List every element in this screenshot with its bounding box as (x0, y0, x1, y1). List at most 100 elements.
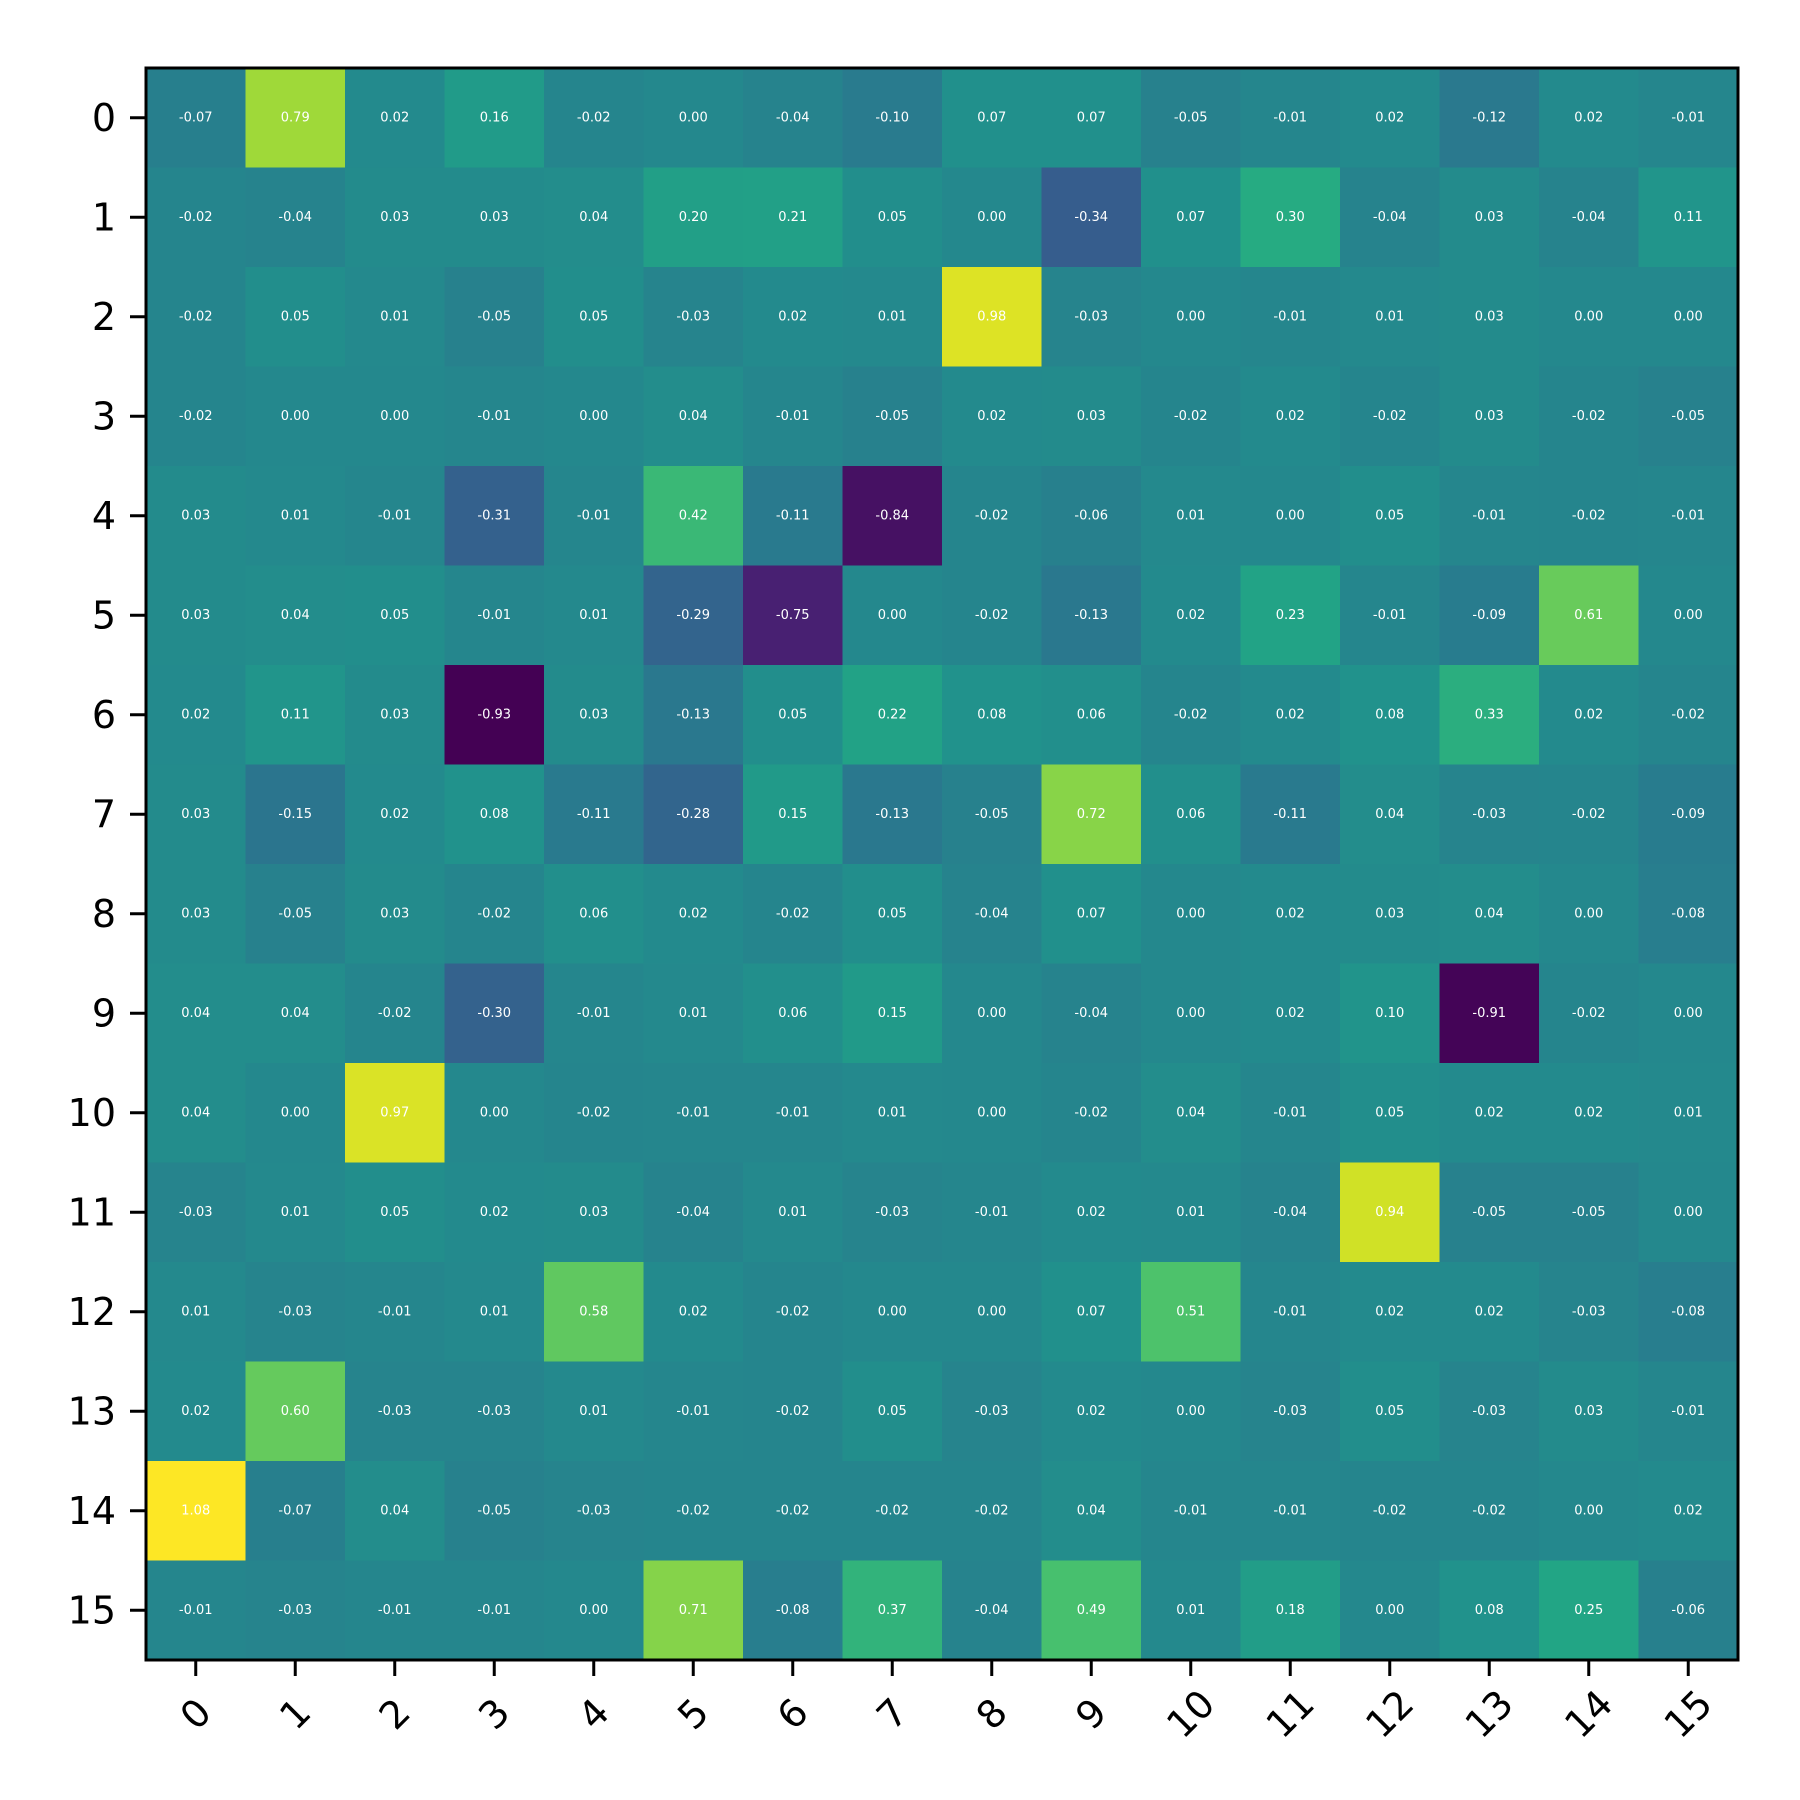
heatmap-cell (1539, 1063, 1640, 1164)
heatmap-cell (643, 1560, 744, 1661)
heatmap-cell (842, 963, 943, 1064)
x-tick-label: 1 (271, 1690, 319, 1738)
y-tick-label: 14 (68, 1489, 116, 1533)
cell-value-label: 0.01 (181, 1304, 210, 1319)
y-tick-label: 7 (92, 792, 116, 836)
heatmap-cell (345, 963, 446, 1064)
cell-value-label: 0.00 (281, 1105, 310, 1120)
cell-value-label: 0.03 (380, 906, 409, 921)
heatmap-cell (1141, 68, 1242, 169)
cell-value-label: 0.08 (1475, 1603, 1504, 1618)
heatmap-cell (1638, 1162, 1739, 1263)
cell-value-label: -0.01 (378, 508, 412, 523)
heatmap-cell (444, 864, 545, 965)
y-tick-label: 9 (92, 991, 116, 1035)
x-tick-label: 10 (1158, 1681, 1223, 1746)
cell-value-label: -0.02 (975, 608, 1009, 623)
heatmap-cell (544, 764, 645, 865)
cell-value-label: 0.05 (878, 906, 907, 921)
cell-value-label: -0.02 (378, 1006, 412, 1021)
cell-value-label: 0.04 (1176, 1105, 1205, 1120)
y-tick-label: 3 (92, 394, 116, 438)
heatmap-cell (942, 864, 1043, 965)
cell-value-label: 0.03 (1475, 409, 1504, 424)
cell-value-label: 0.02 (1674, 1503, 1703, 1518)
heatmap-cell (942, 68, 1043, 169)
cell-value-label: 0.04 (679, 409, 708, 424)
heatmap-cell (1638, 864, 1739, 965)
x-tick-label: 14 (1556, 1681, 1621, 1746)
cell-value-label: -0.02 (1373, 409, 1407, 424)
x-tick-label: 8 (968, 1690, 1016, 1738)
cell-value-label: 0.33 (1475, 707, 1504, 722)
cell-value-label: -0.02 (776, 906, 810, 921)
y-tick-label: 15 (68, 1588, 116, 1632)
cell-value-label: -0.07 (278, 1503, 312, 1518)
cell-value-label: -0.01 (1671, 110, 1705, 125)
heatmap-cell (444, 1560, 545, 1661)
heatmap-cell (245, 1262, 346, 1363)
cell-value-label: 0.02 (181, 1404, 210, 1419)
heatmap-cell (1638, 1063, 1739, 1164)
heatmap-cell (1240, 68, 1341, 169)
heatmap-cell (1041, 963, 1142, 1064)
heatmap-cell (146, 366, 247, 467)
cell-value-label: 0.00 (579, 409, 608, 424)
plot-frame (144, 66, 1740, 1662)
cell-value-label: -0.01 (1472, 508, 1506, 523)
cell-value-label: 0.03 (181, 508, 210, 523)
cell-value-label: 0.02 (1574, 110, 1603, 125)
heatmap-cell (1439, 1262, 1540, 1363)
heatmap-cell (743, 1461, 844, 1562)
cell-value-label: -0.02 (1174, 409, 1208, 424)
x-tick-label: 2 (371, 1690, 419, 1738)
cell-value-label: -0.13 (875, 807, 909, 822)
heatmap-cell (146, 1063, 247, 1164)
heatmap-cell (743, 764, 844, 865)
cell-value-label: 0.06 (1077, 707, 1106, 722)
heatmap-cell (743, 68, 844, 169)
cell-value-label: 0.18 (1276, 1603, 1305, 1618)
cell-value-label: 0.03 (181, 906, 210, 921)
cell-value-label: -0.03 (1572, 1304, 1606, 1319)
cell-value-label: 0.00 (1574, 906, 1603, 921)
cell-value-label: 0.58 (579, 1304, 608, 1319)
heatmap-cell (544, 267, 645, 368)
cell-value-label: -0.31 (477, 508, 511, 523)
cell-value-label: 0.03 (480, 210, 509, 225)
cell-value-label: -0.02 (1572, 1006, 1606, 1021)
cell-value-label: 0.07 (1176, 210, 1205, 225)
heatmap-cell (245, 1560, 346, 1661)
cell-value-label: -0.13 (676, 707, 710, 722)
heatmap-cell (345, 1461, 446, 1562)
cell-value-label: 0.51 (1176, 1304, 1205, 1319)
heatmap-cell (1539, 764, 1640, 865)
heatmap-cell (842, 864, 943, 965)
cell-value-label: -0.02 (975, 508, 1009, 523)
cell-value-label: -0.01 (477, 409, 511, 424)
heatmap-cell (942, 1262, 1043, 1363)
cell-value-label: 0.01 (579, 608, 608, 623)
cell-value-label: -0.01 (676, 1404, 710, 1419)
heatmap-cell (1439, 565, 1540, 666)
heatmap-cell (1141, 1560, 1242, 1661)
y-tick-label: 8 (92, 892, 116, 936)
heatmap-cell (1638, 366, 1739, 467)
cell-value-label: -0.06 (1074, 508, 1108, 523)
heatmap-cell (1539, 466, 1640, 567)
cell-value-label: 0.07 (1077, 110, 1106, 125)
heatmap-cell (345, 167, 446, 268)
heatmap-cell (743, 565, 844, 666)
cell-value-label: -0.02 (776, 1304, 810, 1319)
heatmap-cell (1240, 466, 1341, 567)
y-tick-label: 5 (92, 593, 116, 637)
cell-value-label: -0.02 (1572, 508, 1606, 523)
cell-value-label: 0.00 (380, 409, 409, 424)
cell-value-label: 0.01 (281, 1205, 310, 1220)
cell-value-label: -0.93 (477, 707, 511, 722)
heatmap-cell (842, 1162, 943, 1263)
heatmap-cell (942, 1560, 1043, 1661)
heatmap-cell (743, 665, 844, 766)
cell-value-label: -0.04 (1373, 210, 1407, 225)
heatmap-cell (1041, 1461, 1142, 1562)
